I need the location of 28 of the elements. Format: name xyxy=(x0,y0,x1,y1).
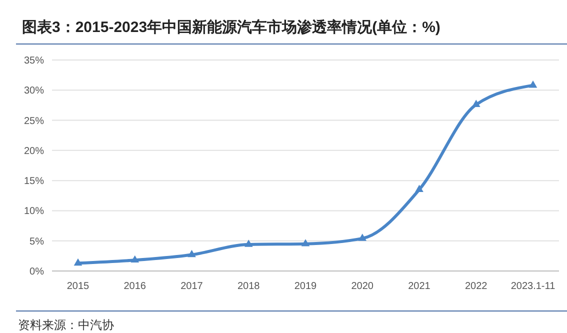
y-tick-label: 20% xyxy=(24,146,44,157)
chart-title: 图表3：2015-2023年中国新能源汽车市场渗透率情况(单位：%) xyxy=(22,18,440,36)
x-tick-label: 2017 xyxy=(180,281,204,292)
point xyxy=(472,100,480,108)
y-tick-label: 10% xyxy=(24,206,44,218)
y-tick-label: 35% xyxy=(24,56,44,66)
x-tick-label: 2023.1-11 xyxy=(510,281,556,292)
y-tick-label: 30% xyxy=(24,86,44,97)
x-tick-label: 2022 xyxy=(465,281,488,292)
x-tick-label: 2021 xyxy=(408,281,431,292)
point xyxy=(358,234,367,241)
point xyxy=(244,240,253,247)
point xyxy=(130,255,140,263)
y-tick-label: 5% xyxy=(30,236,44,248)
y-tick-label: 0% xyxy=(30,266,44,278)
x-tick-label: 2019 xyxy=(294,281,318,292)
y-tick-label: 15% xyxy=(24,176,44,188)
point xyxy=(528,80,538,88)
x-tick-label: 2018 xyxy=(238,281,260,292)
text: 资料来源：中汽协 xyxy=(18,318,114,332)
y-tick-label: 25% xyxy=(24,116,44,127)
point xyxy=(188,250,196,258)
point xyxy=(74,258,82,266)
x-tick-label: 2016 xyxy=(124,281,146,292)
x-tick-label: 2015 xyxy=(66,281,90,292)
x-tick-label: 2020 xyxy=(351,281,374,292)
point xyxy=(301,239,310,246)
point xyxy=(415,184,424,192)
